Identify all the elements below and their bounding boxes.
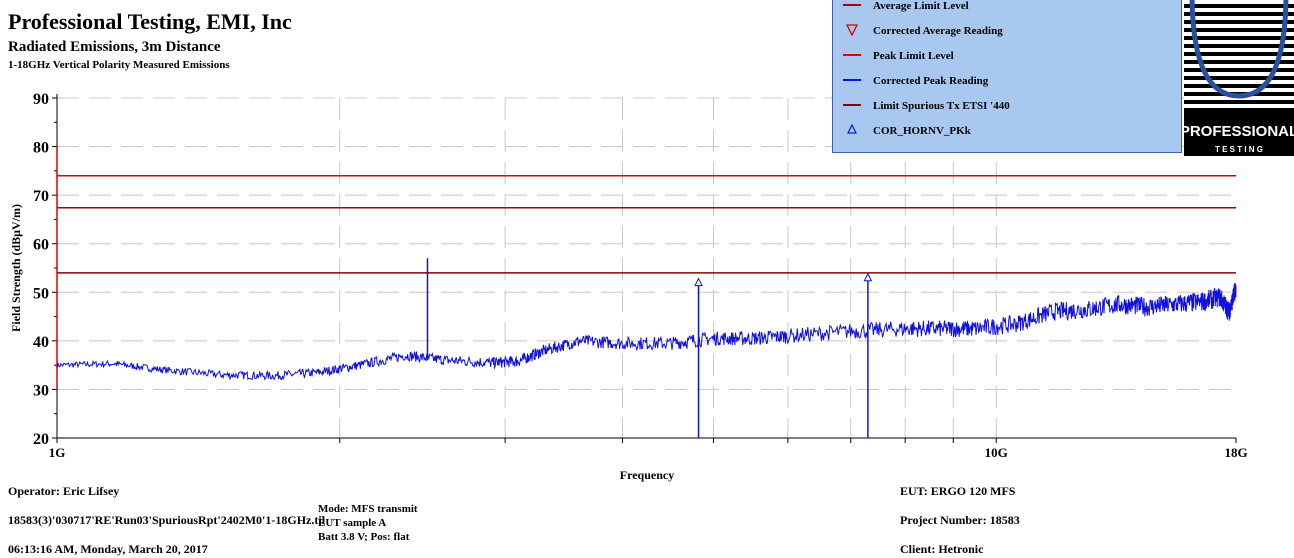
logo-graphic: PROFESSIONAL T E S T I N G [1184,0,1294,154]
legend-symbol-icon [843,79,861,81]
legend-symbol-icon [843,4,861,6]
logo-stripe [1184,48,1294,52]
logo-arc-icon [1189,0,1289,99]
legend-label: COR_HORNV_PKk [873,125,971,137]
legend-symbol-icon [845,24,859,37]
footer-operator: Operator: Eric Lifsey [8,484,120,498]
x-tick-label: 18G [1224,445,1247,460]
legend-label: Corrected Average Reading [873,25,1003,37]
peak-reading-trace [56,283,1237,381]
y-tick-label: 70 [33,188,49,205]
report-subtitle: Radiated Emissions, 3m Distance [8,39,221,55]
legend-symbol-icon [847,123,857,134]
y-tick-label: 60 [33,237,49,254]
y-tick-label: 80 [33,140,49,157]
x-tick-label: 10G [985,445,1008,460]
y-tick-label: 50 [33,285,49,302]
cor-hornv-marker [863,272,873,282]
logo-stripe [1184,0,1294,4]
logo-stripe [1184,24,1294,28]
legend-symbol-icon [843,104,861,106]
logo-stripe [1184,80,1294,84]
footer-batt: Batt 3.8 V; Pos: flat [318,531,410,543]
report-title: Professional Testing, EMI, Inc [8,9,292,34]
footer-file: 18583(3)'030717'RE'Run03'SpuriousRpt'240… [8,513,326,527]
legend-label: Peak Limit Level [873,50,954,62]
footer-mode: Mode: MFS transmit [318,503,418,515]
legend-label: Average Limit Level [873,0,969,12]
logo-text: PROFESSIONAL [1184,123,1294,140]
logo-stripe [1184,88,1294,92]
y-tick-label: 20 [33,431,49,448]
x-axis-label: Frequency [620,468,674,482]
logo-stripe [1184,16,1294,20]
footer-eut-sample: EUT sample A [318,517,387,529]
logo-stripe [1184,72,1294,76]
footer-timestamp: 06:13:16 AM, Monday, March 20, 2017 [8,542,208,556]
cor-hornv-marker [694,277,703,287]
y-axis-label: Field Strength (dBμV/m) [9,204,23,332]
y-tick-label: 40 [33,334,49,351]
y-tick-label: 30 [33,382,49,399]
legend-symbol-icon [843,54,861,56]
legend-label: Limit Spurious Tx ETSI '440 [873,100,1010,112]
chart-legend: Average Limit Level Corrected Average Rea… [832,0,1182,153]
logo-stripe [1184,32,1294,36]
logo-stripe [1184,8,1294,12]
report-subtitle-2: 1-18GHz Vertical Polarity Measured Emiss… [8,59,230,71]
logo-stripe [1184,104,1294,108]
logo-stripe [1184,64,1294,68]
logo-subtext: T E S T I N G [1215,145,1263,154]
y-tick-label: 90 [33,91,49,108]
professional-testing-logo: PROFESSIONAL T E S T I N G [1184,0,1294,156]
footer-project: Project Number: 18583 [900,513,1020,527]
footer-eut: EUT: ERGO 120 MFS [900,484,1016,498]
logo-stripe [1184,56,1294,60]
logo-stripe [1184,40,1294,44]
legend-label: Corrected Peak Reading [873,75,989,87]
x-tick-label: 1G [49,445,66,460]
footer-client: Client: Hetronic [900,542,984,556]
